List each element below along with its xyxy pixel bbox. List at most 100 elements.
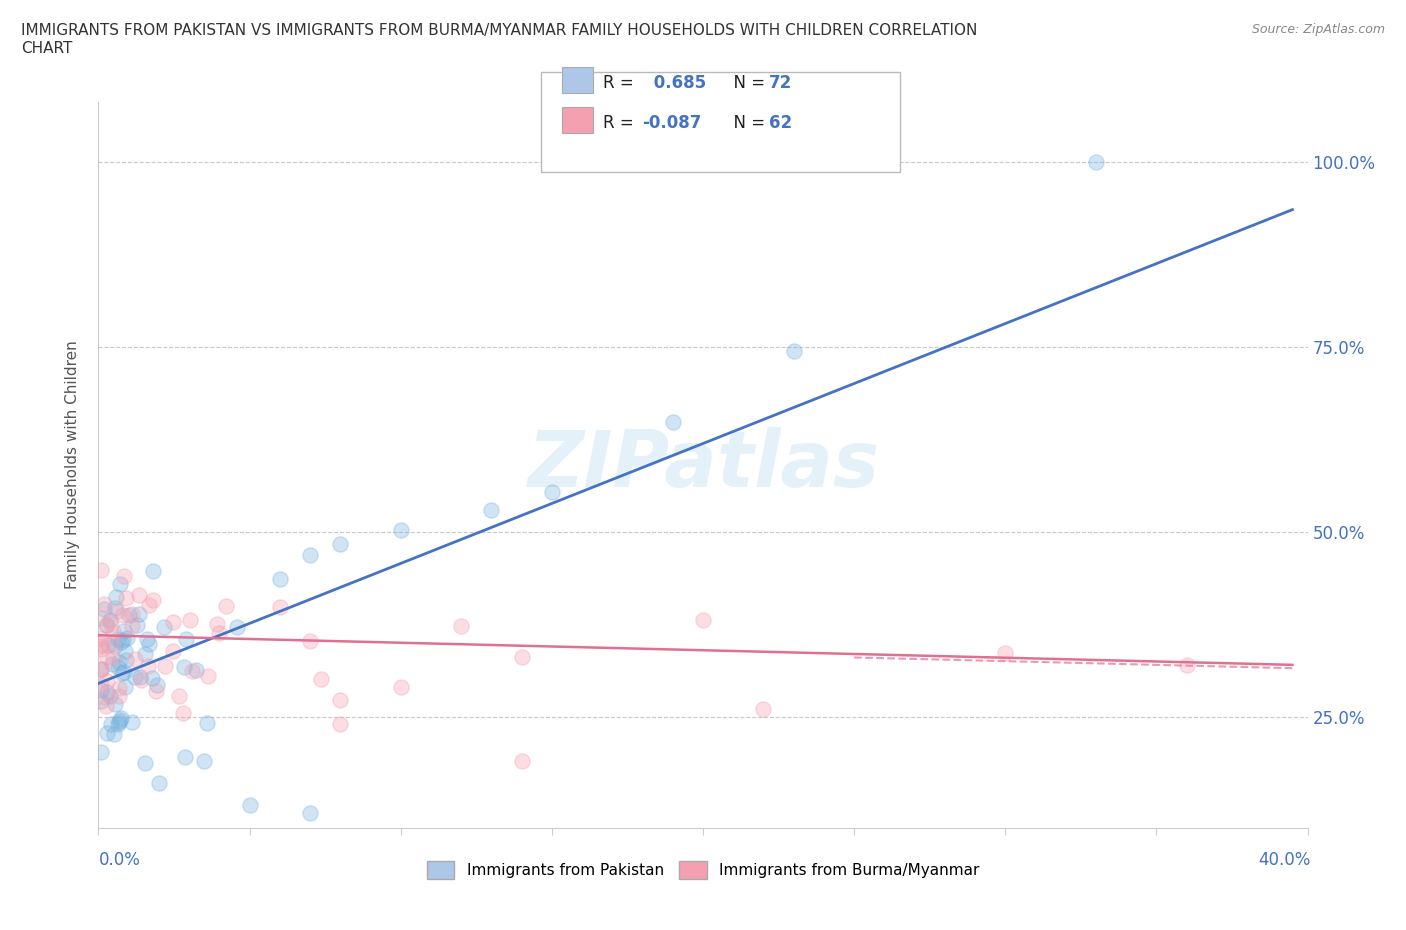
Point <box>142 564 165 578</box>
Point <box>134 646 156 661</box>
Point <box>107 660 129 675</box>
Point <box>110 577 132 591</box>
Point <box>97 638 120 653</box>
Point <box>145 684 167 698</box>
Point <box>134 756 156 771</box>
Point <box>90 661 112 676</box>
Legend: Immigrants from Pakistan, Immigrants from Burma/Myanmar: Immigrants from Pakistan, Immigrants fro… <box>420 855 986 885</box>
Point <box>115 652 138 667</box>
Point <box>692 613 714 628</box>
Text: Source: ZipAtlas.com: Source: ZipAtlas.com <box>1251 23 1385 36</box>
Point <box>179 612 201 627</box>
Point <box>174 750 197 764</box>
Point <box>299 633 322 648</box>
Point <box>94 689 117 704</box>
Point <box>173 660 195 675</box>
Point <box>112 664 135 679</box>
Point <box>180 664 202 679</box>
Point <box>138 597 160 612</box>
Point <box>389 680 412 695</box>
Point <box>94 618 117 632</box>
Point <box>93 602 115 617</box>
Point <box>110 634 132 649</box>
Point <box>1085 154 1108 169</box>
Point <box>96 649 118 664</box>
Point <box>100 617 122 631</box>
Point <box>1175 658 1198 672</box>
Point <box>111 607 134 622</box>
Point <box>208 626 231 641</box>
Point <box>121 618 143 633</box>
Point <box>90 611 112 626</box>
Point <box>107 631 129 646</box>
Point <box>215 598 238 613</box>
Point <box>96 684 118 699</box>
Point <box>90 639 112 654</box>
Point <box>90 745 112 760</box>
Point <box>138 636 160 651</box>
Point <box>129 672 152 687</box>
Point <box>117 631 139 645</box>
Text: 72: 72 <box>769 74 793 92</box>
Point <box>225 619 247 634</box>
Text: IMMIGRANTS FROM PAKISTAN VS IMMIGRANTS FROM BURMA/MYANMAR FAMILY HOUSEHOLDS WITH: IMMIGRANTS FROM PAKISTAN VS IMMIGRANTS F… <box>21 23 977 56</box>
Point <box>114 680 136 695</box>
Point <box>269 571 291 586</box>
Point <box>141 671 163 685</box>
Point <box>93 596 115 611</box>
Point <box>96 618 118 632</box>
Point <box>90 682 112 697</box>
Point <box>110 713 132 728</box>
Point <box>197 669 219 684</box>
Point <box>329 717 352 732</box>
Point <box>172 706 194 721</box>
Point <box>481 503 503 518</box>
Point <box>136 631 159 646</box>
Point <box>104 697 127 711</box>
Text: R =: R = <box>603 114 640 132</box>
Point <box>752 702 775 717</box>
Point <box>205 617 228 631</box>
Text: R =: R = <box>603 74 640 92</box>
Point <box>112 568 135 583</box>
Text: 62: 62 <box>769 114 792 132</box>
Point <box>90 678 112 693</box>
Point <box>141 592 163 607</box>
Point <box>174 631 197 646</box>
Point <box>128 606 150 621</box>
Point <box>101 635 124 650</box>
Point <box>195 715 218 730</box>
Text: ZIPatlas: ZIPatlas <box>527 427 879 503</box>
Y-axis label: Family Households with Children: Family Households with Children <box>65 340 80 590</box>
Point <box>329 537 352 551</box>
Point <box>124 652 146 667</box>
Point <box>136 659 159 674</box>
Point <box>101 657 124 671</box>
Text: 0.0%: 0.0% <box>98 851 141 869</box>
Point <box>94 698 117 713</box>
Point <box>90 662 112 677</box>
Point <box>162 615 184 630</box>
Point <box>104 590 127 604</box>
Point <box>389 523 412 538</box>
Point <box>107 714 129 729</box>
Point <box>100 716 122 731</box>
Point <box>184 663 207 678</box>
Point <box>107 681 129 696</box>
Point <box>124 670 146 684</box>
Point <box>783 343 806 358</box>
Point <box>309 671 332 686</box>
Point <box>108 655 131 670</box>
Point <box>107 689 129 704</box>
Point <box>148 776 170 790</box>
Point <box>111 666 134 681</box>
Point <box>115 591 138 606</box>
Point <box>153 619 176 634</box>
Point <box>121 606 143 621</box>
Point <box>107 717 129 732</box>
Point <box>90 694 112 709</box>
Text: 0.685: 0.685 <box>648 74 706 92</box>
Point <box>450 618 472 633</box>
Point <box>127 618 149 632</box>
Point <box>104 600 127 615</box>
